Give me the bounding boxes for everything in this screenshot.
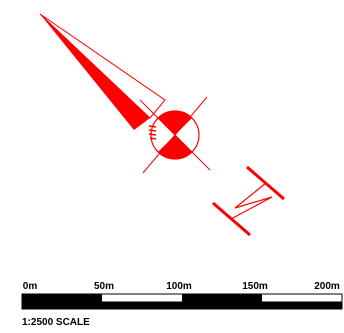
wedge-arrow-feature — [39, 13, 166, 130]
circle-quadrant-top — [158, 110, 192, 135]
scale-ratio-label: 1:2500 SCALE — [22, 317, 90, 328]
tick-4 — [149, 137, 157, 140]
wedge-fill — [40, 14, 150, 130]
scale-segment-2-bottom — [102, 301, 182, 309]
tick-3 — [148, 133, 157, 136]
scale-label-150m: 150m — [242, 281, 268, 292]
circle-quadrant-bottom — [158, 135, 192, 160]
scale-label-100m: 100m — [166, 281, 192, 292]
control-circle-feature — [139, 96, 211, 174]
zigzag-line — [230, 182, 273, 220]
scale-segment-1-top — [22, 294, 102, 302]
scale-segment-1-bottom — [22, 301, 102, 309]
scale-label-200m: 200m — [314, 281, 340, 292]
scale-label-50m: 50m — [93, 281, 115, 292]
scale-segment-4-bottom — [262, 301, 342, 309]
wedge-outline — [39, 13, 166, 119]
scale-segment-3-top — [182, 294, 262, 302]
scale-bar — [21, 293, 343, 310]
tick-1 — [148, 125, 157, 128]
scale-segment-3-bottom — [182, 301, 262, 309]
cross-line-2 — [142, 96, 208, 174]
scale-label-0m: 0m — [22, 281, 38, 292]
tick-2 — [148, 129, 157, 132]
z-fold-feature — [212, 165, 285, 237]
